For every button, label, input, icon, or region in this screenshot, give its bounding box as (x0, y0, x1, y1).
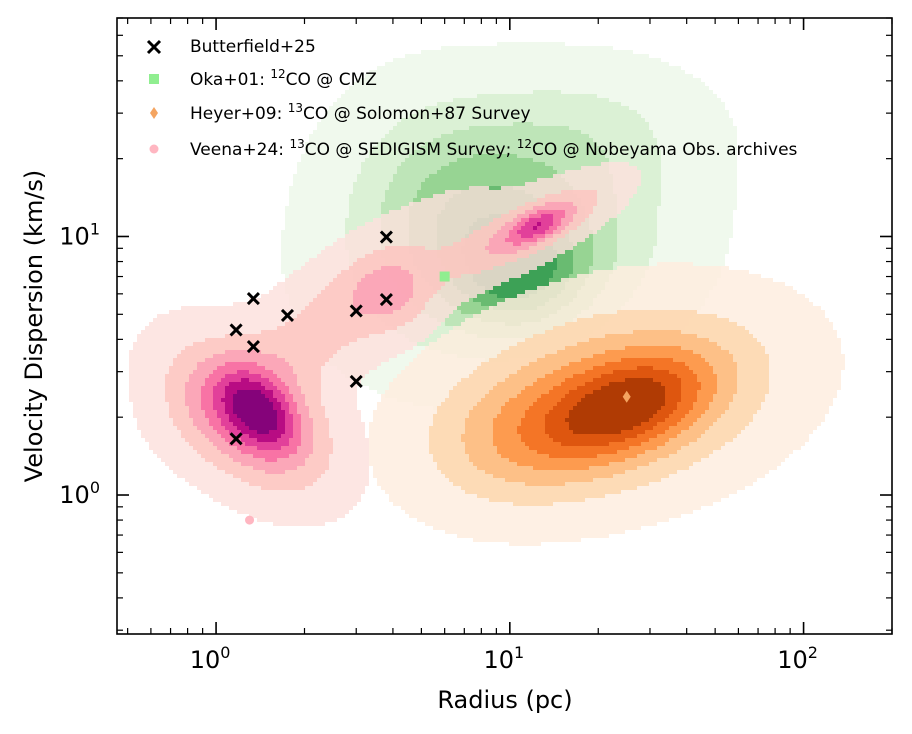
y-tick-labels: 100 101 (59, 219, 100, 509)
density-pink-level-7 (233, 390, 277, 434)
legend: Butterfield+25 Oka+01: 12CO @ CMZ Heyer+… (146, 37, 798, 160)
density-contours (129, 42, 845, 546)
legend-marker-diamond (150, 107, 158, 119)
point-x-marker (229, 323, 243, 337)
x-tick-label: 102 (777, 643, 818, 674)
legend-label-butterfield: Butterfield+25 (190, 37, 316, 57)
x-tick-labels: 100 101 102 (190, 643, 818, 674)
density-pink-level-4 (201, 210, 565, 462)
point-x-marker (349, 374, 363, 388)
legend-label-veena: Veena+24: 13CO @ SEDIGISM Survey; 12CO @… (190, 137, 798, 160)
legend-marker-circle (149, 144, 159, 154)
y-tick-label: 101 (59, 219, 100, 250)
x-axis-label: Radius (pc) (437, 686, 572, 714)
data-points (229, 230, 631, 525)
density-orange-level-7 (565, 378, 665, 434)
point-x-marker (379, 293, 393, 307)
point-x-marker (246, 292, 260, 306)
legend-label-heyer: Heyer+09: 13CO @ Solomon+87 Survey (190, 101, 531, 124)
legend-marker-square (149, 74, 159, 84)
axis-ticks (117, 17, 893, 634)
legend-marker-x (146, 39, 162, 55)
x-tick-label: 101 (483, 643, 524, 674)
density-pink (129, 162, 641, 526)
y-axis-label: Velocity Dispersion (km/s) (20, 170, 48, 483)
density-orange (369, 262, 845, 546)
x-tick-label: 100 (190, 643, 231, 674)
legend-entry-heyer: Heyer+09: 13CO @ Solomon+87 Survey (150, 101, 531, 124)
point-x-marker (280, 308, 295, 322)
point-circle-marker (245, 515, 255, 525)
point-square-marker (439, 271, 450, 282)
point-x-marker (229, 432, 243, 446)
point-diamond-marker (622, 390, 631, 403)
plot-frame (116, 17, 893, 635)
point-x-marker (379, 230, 393, 244)
y-tick-label: 100 (59, 478, 100, 509)
legend-entry-oka: Oka+01: 12CO @ CMZ (149, 67, 377, 90)
legend-entry-veena: Veena+24: 13CO @ SEDIGISM Survey; 12CO @… (149, 137, 798, 160)
point-x-marker (349, 304, 363, 318)
legend-entry-butterfield: Butterfield+25 (146, 37, 316, 57)
point-x-marker (246, 340, 260, 354)
legend-label-oka: Oka+01: 12CO @ CMZ (190, 67, 377, 90)
